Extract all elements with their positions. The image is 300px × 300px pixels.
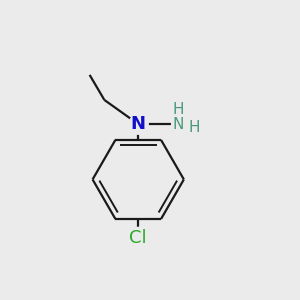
Text: N: N (172, 117, 184, 132)
Text: N: N (131, 115, 146, 133)
Text: H: H (172, 103, 184, 118)
Text: Cl: Cl (129, 229, 147, 247)
Text: H: H (188, 119, 200, 134)
